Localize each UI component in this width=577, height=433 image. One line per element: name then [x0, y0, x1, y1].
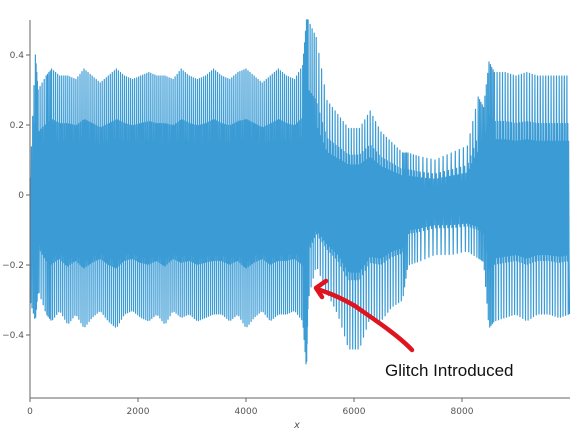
x-tick-label: 0 — [27, 407, 33, 417]
series-line — [29, 19, 571, 365]
annotation-arrow-shaft — [314, 286, 415, 353]
x-tick-label: 2000 — [127, 407, 150, 417]
x-ticks: 0 2000 4000 6000 8000 — [27, 398, 474, 417]
y-tick-label: −0.2 — [2, 261, 24, 271]
y-tick-label: 0.4 — [10, 51, 25, 61]
glitch-annotation: Glitch Introduced — [313, 278, 514, 380]
y-ticks: 0.4 0.2 0 −0.2 −0.4 — [2, 51, 30, 341]
y-tick-label: 0.2 — [10, 121, 24, 131]
x-axis-title: x — [293, 420, 300, 431]
annotation-text: Glitch Introduced — [385, 361, 514, 380]
x-tick-label: 6000 — [343, 407, 366, 417]
y-tick-label: 0 — [18, 191, 24, 201]
y-tick-label: −0.4 — [2, 331, 24, 341]
x-tick-label: 8000 — [451, 407, 474, 417]
x-tick-label: 4000 — [235, 407, 258, 417]
annotation-arrow-head — [313, 278, 329, 300]
series-layer — [29, 19, 571, 365]
